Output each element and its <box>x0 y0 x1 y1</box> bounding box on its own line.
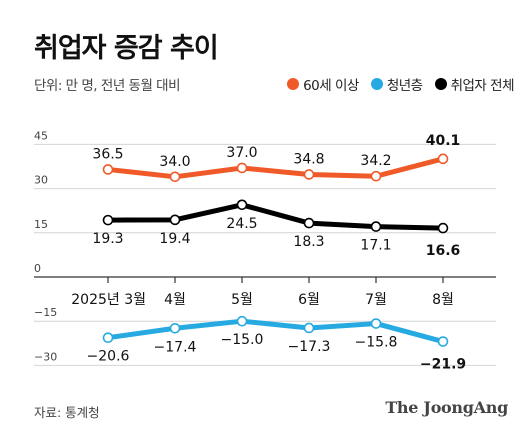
x-tick-label: 5월 <box>231 292 253 308</box>
legend-swatch-total <box>434 78 447 90</box>
value-label-2-5: 16.6 <box>426 243 461 259</box>
chart-title: 취업자 증감 추이 <box>34 33 219 64</box>
value-label-2-4: 17.1 <box>360 238 391 254</box>
value-label-0-5: 40.1 <box>426 133 461 149</box>
value-label-1-1: −17.4 <box>154 339 197 355</box>
source-note: 자료: 통계청 <box>34 405 100 420</box>
legend: 60세 이상 청년층 취업자 전체 <box>275 74 515 94</box>
value-label-0-4: 34.2 <box>360 153 391 169</box>
data-point-1-1 <box>169 322 181 334</box>
data-point-2-5 <box>437 222 449 234</box>
value-label-0-2: 37.0 <box>226 145 257 161</box>
data-point-2-0 <box>102 214 114 226</box>
series-line-0 <box>107 156 444 180</box>
value-label-1-3: −17.3 <box>288 339 331 355</box>
data-point-1-2 <box>236 315 248 327</box>
value-label-1-4: −15.8 <box>355 335 398 351</box>
unit-note: 단위: 만 명, 전년 동월 대비 <box>34 78 181 94</box>
value-label-0-3: 34.8 <box>293 151 324 167</box>
series-line-1 <box>107 318 444 344</box>
data-point-0-1 <box>169 171 181 183</box>
data-point-1-3 <box>303 322 315 334</box>
value-label-1-5: −21.9 <box>420 357 466 373</box>
y-tick-label: 45 <box>34 129 48 142</box>
data-point-0-0 <box>102 164 114 175</box>
data-point-1-5 <box>437 336 449 347</box>
data-point-2-3 <box>303 217 315 229</box>
x-tick-label: 2025년 3월 <box>71 292 146 308</box>
x-tick-label: 6월 <box>298 292 320 308</box>
legend-item-total: 취업자 전체 <box>434 74 515 94</box>
x-tick-label: 7월 <box>365 292 387 308</box>
legend-swatch-youth <box>370 78 383 90</box>
value-label-0-0: 36.5 <box>92 146 123 162</box>
y-tick-label: 30 <box>34 174 48 187</box>
data-point-1-0 <box>102 332 114 344</box>
value-label-0-1: 34.0 <box>159 154 190 170</box>
y-tick-label: 15 <box>34 218 48 231</box>
data-point-1-4 <box>370 318 382 329</box>
value-label-1-2: −15.0 <box>221 332 264 348</box>
legend-label-youth: 청년층 <box>386 78 423 94</box>
x-tick-label: 4월 <box>164 292 186 308</box>
value-label-2-1: 19.4 <box>159 231 190 247</box>
legend-swatch-seniors <box>287 78 300 90</box>
data-point-0-3 <box>303 169 315 180</box>
value-label-2-0: 19.3 <box>92 231 123 247</box>
data-point-0-2 <box>236 162 248 174</box>
legend-label-seniors: 60세 이상 <box>303 78 359 94</box>
series-lines <box>102 153 449 347</box>
data-point-0-4 <box>370 170 382 182</box>
value-labels: 36.5 34.0 37.0 34.8 34.2 40.1 −20.6 −17.4 −15.0 −… <box>87 133 467 373</box>
value-label-1-0: −20.6 <box>87 349 130 365</box>
x-axis: 2025년 3월 4월 5월 6월 7월 8월 <box>71 277 454 308</box>
legend-item-youth: 청년층 <box>370 74 423 94</box>
data-point-2-4 <box>370 221 382 232</box>
value-label-2-3: 18.3 <box>293 234 324 250</box>
legend-item-seniors: 60세 이상 <box>287 74 359 94</box>
x-tick-label: 8월 <box>432 292 454 308</box>
y-tick-label: −30 <box>34 350 57 363</box>
series-line-2 <box>107 202 444 231</box>
data-point-2-1 <box>169 214 181 226</box>
legend-label-total: 취업자 전체 <box>450 78 515 94</box>
y-tick-label: 0 <box>34 262 41 275</box>
publisher-logo: The JoongAng <box>385 398 508 417</box>
data-point-2-2 <box>236 199 248 211</box>
data-point-0-5 <box>437 153 449 165</box>
y-tick-label: −15 <box>34 306 57 319</box>
value-label-2-2: 24.5 <box>226 216 257 232</box>
